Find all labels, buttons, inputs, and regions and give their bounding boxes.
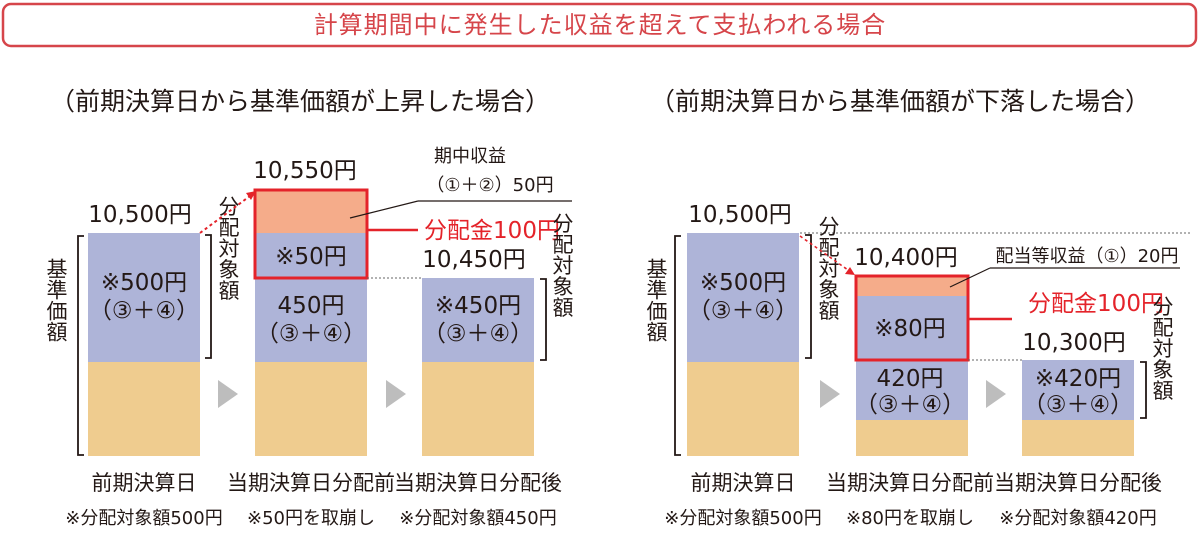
block-amount: ※500円 xyxy=(700,270,786,296)
right-bar-previous: 10,500円 ※500円 （③＋④） 分配対象額 前期決算日 ※分配対象額50… xyxy=(664,202,840,529)
block-components: （③＋④） xyxy=(423,321,533,347)
left-bar-after-distribution: 10,450円 ※450円 （③＋④） 分配対象額 当期決算日分配後 ※分配対象… xyxy=(367,213,574,529)
bar-caption: 前期決算日 xyxy=(691,471,796,495)
principal-block xyxy=(255,278,367,362)
bar-caption: 当期決算日分配後 xyxy=(994,471,1162,495)
right-heading: （前期決算日から基準価額が下落した場合） xyxy=(650,87,1150,116)
drawdown-block xyxy=(255,233,367,278)
nav-value: 10,550円 xyxy=(253,158,356,184)
rise-arrow-icon xyxy=(246,191,256,200)
side-label: 分配対象額 xyxy=(550,213,574,318)
bar-note: ※80円を取崩し xyxy=(846,508,974,529)
rise-connector xyxy=(199,195,251,234)
side-label: 分配対象額 xyxy=(1150,296,1174,401)
drawdown-amount: ※50円 xyxy=(275,244,347,270)
fall-connector xyxy=(799,235,849,271)
step-arrow-icon xyxy=(386,380,406,408)
left-bar-previous: 10,500円 ※500円 （③＋④） 分配対象額 前期決算日 ※分配対象額50… xyxy=(65,196,240,530)
block-amount: ※500円 xyxy=(101,270,187,296)
right-bar-after-distribution: 10,300円 ※420円 （③＋④） 分配対象額 当期決算日分配後 ※分配対象… xyxy=(968,296,1174,529)
block-components: （③＋④） xyxy=(256,321,366,347)
bar-caption: 当期決算日分配前 xyxy=(826,471,994,495)
bar-note: ※分配対象額450円 xyxy=(399,508,556,529)
left-axis-label: 基準価額 xyxy=(44,258,68,342)
income-block xyxy=(856,276,968,296)
title-text: 計算期間中に発生した収益を超えて支払われる場合 xyxy=(314,11,887,39)
distribution-amount: 分配金100円 xyxy=(1028,291,1164,317)
bar-caption: 当期決算日分配後 xyxy=(394,471,562,495)
side-bracket xyxy=(540,278,547,361)
block-amount: 450円 xyxy=(278,293,345,319)
income-leader-line xyxy=(949,267,991,288)
left-bar-before-distribution: 10,550円 ※50円 450円 （③＋④） 期中収益 （①＋②）50円 分配… xyxy=(227,146,572,529)
principal-block xyxy=(88,233,200,362)
nav-value: 10,500円 xyxy=(688,202,791,228)
right-axis-label: 基準価額 xyxy=(644,258,668,342)
income-label-line1: 期中収益 xyxy=(434,146,506,167)
nav-value: 10,300円 xyxy=(1022,330,1125,356)
block-amount: 420円 xyxy=(877,366,944,392)
principal-block xyxy=(687,233,799,362)
base-block xyxy=(255,362,367,456)
income-label-line2: （①＋②）50円 xyxy=(426,175,553,196)
side-bracket xyxy=(805,234,812,359)
nav-value: 10,450円 xyxy=(422,247,525,273)
base-block xyxy=(422,362,534,456)
income-leader-line xyxy=(349,200,419,219)
block-components: （③＋④） xyxy=(89,298,199,324)
block-amount: ※450円 xyxy=(435,293,521,319)
bar-note: ※分配対象額500円 xyxy=(664,508,821,529)
bar-note: ※分配対象額420円 xyxy=(999,508,1156,529)
block-components: （③＋④） xyxy=(688,298,798,324)
block-components: （③＋④） xyxy=(1023,392,1133,418)
right-axis-bracket xyxy=(674,235,681,456)
block-amount: ※420円 xyxy=(1035,366,1121,392)
side-label: 分配対象額 xyxy=(216,196,240,301)
bar-note: ※分配対象額500円 xyxy=(65,508,222,529)
base-block xyxy=(687,362,799,456)
income-label: 配当等収益（①）20円 xyxy=(995,246,1178,267)
step-arrow-icon xyxy=(820,380,840,408)
bar-note: ※50円を取崩し xyxy=(247,508,375,529)
distribution-frame xyxy=(253,188,369,280)
left-heading: （前期決算日から基準価額が上昇した場合） xyxy=(50,87,550,116)
side-label: 分配対象額 xyxy=(816,216,840,321)
drawdown-amount: ※80円 xyxy=(874,316,946,342)
side-bracket xyxy=(1140,361,1147,419)
right-bar-before-distribution: 10,400円 ※80円 420円 （③＋④） 配当等収益（①）20円 分配金1… xyxy=(826,245,1180,529)
left-axis-bracket xyxy=(77,235,84,456)
base-block xyxy=(88,362,200,456)
distribution-amount: 分配金100円 xyxy=(424,218,560,244)
drawdown-block xyxy=(856,296,968,360)
principal-block xyxy=(856,360,968,420)
income-block xyxy=(255,190,367,233)
bar-caption: 前期決算日 xyxy=(92,471,197,495)
step-arrow-icon xyxy=(986,380,1006,408)
nav-value: 10,400円 xyxy=(854,245,957,271)
base-block xyxy=(1022,420,1134,456)
fall-arrow-icon xyxy=(845,267,855,275)
bar-caption: 当期決算日分配前 xyxy=(227,471,395,495)
base-block xyxy=(856,420,968,456)
principal-block xyxy=(1022,360,1134,420)
side-bracket xyxy=(205,234,212,359)
nav-value: 10,500円 xyxy=(88,202,191,228)
title-banner xyxy=(1,2,1198,48)
principal-block xyxy=(422,278,534,362)
block-components: （③＋④） xyxy=(855,392,965,418)
step-arrow-icon xyxy=(218,380,238,408)
